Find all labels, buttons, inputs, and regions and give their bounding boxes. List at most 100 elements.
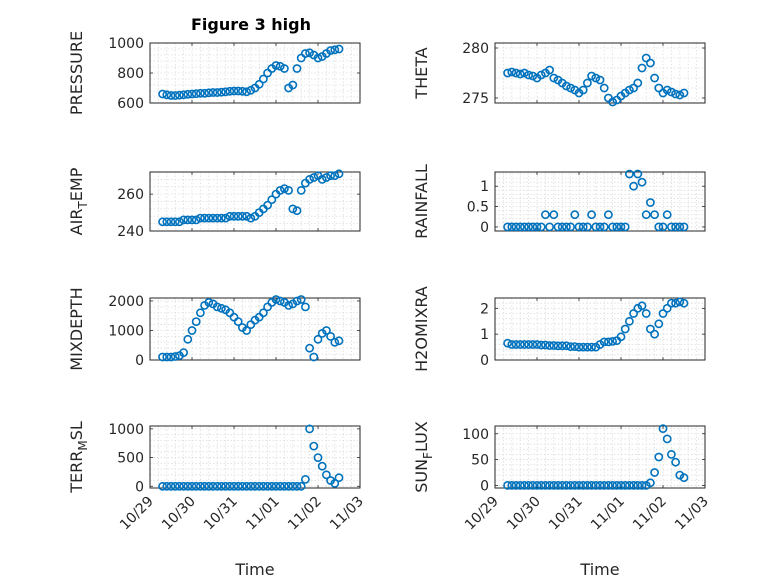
data-point <box>233 481 243 491</box>
data-point <box>520 68 529 78</box>
data-point <box>562 222 571 232</box>
data-point <box>608 336 617 346</box>
data-point <box>300 302 310 312</box>
data-point <box>532 480 542 490</box>
data-point <box>326 171 335 181</box>
data-point <box>667 298 676 308</box>
y-tick-label: 100 <box>462 427 489 443</box>
data-point <box>612 222 622 232</box>
y-tick-label: 0 <box>135 353 144 369</box>
data-point <box>191 215 201 225</box>
data-point <box>288 481 298 491</box>
x-axis-label: Time <box>579 560 619 579</box>
data-point <box>587 342 596 352</box>
data-point <box>528 222 538 232</box>
data-series <box>158 44 344 100</box>
data-point <box>179 90 188 100</box>
data-point <box>246 481 256 491</box>
data-point <box>275 481 285 491</box>
data-point <box>292 64 302 73</box>
data-point <box>166 91 176 100</box>
data-point <box>284 481 293 491</box>
data-point <box>200 481 209 491</box>
data-point <box>591 73 601 83</box>
data-point <box>330 45 340 55</box>
data-point <box>216 87 226 97</box>
y-tick-label: 0 <box>480 478 489 494</box>
data-point <box>646 198 655 207</box>
data-point <box>334 169 344 179</box>
data-point <box>233 317 243 326</box>
data-point <box>326 46 335 55</box>
data-point <box>334 473 344 483</box>
data-point <box>317 461 327 471</box>
data-point <box>553 341 563 351</box>
data-point <box>679 222 689 232</box>
data-point <box>587 71 596 81</box>
data-point <box>625 316 634 326</box>
data-point <box>562 341 571 351</box>
data-point <box>271 295 281 304</box>
data-point <box>616 222 626 232</box>
data-point <box>250 481 260 491</box>
data-point <box>662 210 672 220</box>
data-point <box>633 169 643 179</box>
data-point <box>246 213 256 223</box>
data-point <box>629 309 638 318</box>
y-tick-label: 0.5 <box>467 200 489 216</box>
data-point <box>541 340 550 350</box>
data-point <box>654 222 664 232</box>
data-point <box>578 85 588 95</box>
axis-box <box>149 425 361 489</box>
data-point <box>566 480 575 490</box>
data-point <box>654 83 664 93</box>
data-point <box>629 83 638 93</box>
data-point <box>583 342 592 352</box>
y-tick-label: 2000 <box>108 294 144 310</box>
data-point <box>625 480 634 490</box>
data-point <box>300 474 310 484</box>
data-point <box>654 319 664 329</box>
data-point <box>166 481 176 491</box>
data-point <box>528 340 538 349</box>
data-point <box>520 222 529 232</box>
data-series <box>503 297 689 352</box>
axis-box <box>494 297 706 361</box>
data-point <box>662 303 672 313</box>
data-point <box>545 65 554 75</box>
y-tick-label: 1000 <box>108 323 144 339</box>
data-point <box>574 342 584 352</box>
data-point <box>528 71 538 81</box>
y-tick-label: 0 <box>135 479 144 495</box>
data-point <box>212 213 222 223</box>
data-point <box>650 468 659 477</box>
data-point <box>204 213 214 223</box>
data-point <box>271 61 281 70</box>
data-point <box>503 222 512 232</box>
data-point <box>528 480 538 490</box>
data-point <box>237 211 247 221</box>
data-point <box>646 478 655 488</box>
data-point <box>242 326 251 335</box>
data-point <box>503 338 512 348</box>
data-point <box>183 334 193 344</box>
data-point <box>191 481 201 491</box>
data-point <box>641 210 651 220</box>
data-point <box>620 480 630 490</box>
data-point <box>267 195 277 205</box>
data-point <box>263 481 272 491</box>
data-point <box>637 480 647 490</box>
data-point <box>612 480 622 490</box>
data-point <box>216 303 226 313</box>
y-tick-label: 50 <box>471 453 489 469</box>
data-point <box>658 424 668 433</box>
y-axis-label: MIXDEPTH <box>67 287 86 370</box>
data-point <box>187 326 197 335</box>
data-point <box>675 222 685 232</box>
axis-box <box>494 42 706 104</box>
data-point <box>620 324 630 334</box>
data-point <box>212 88 222 97</box>
data-point <box>557 341 567 351</box>
data-point <box>229 481 239 491</box>
data-point <box>583 78 592 88</box>
